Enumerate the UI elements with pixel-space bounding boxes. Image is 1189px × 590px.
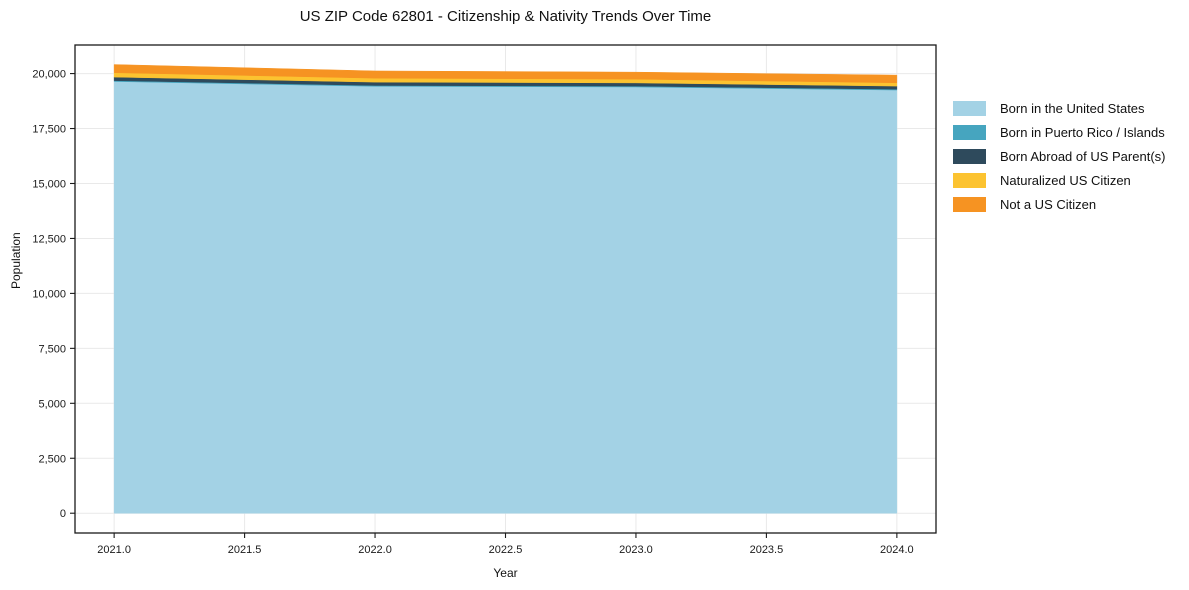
y-tick-label: 5,000	[38, 398, 66, 410]
area-series-4	[113, 64, 898, 84]
chart-title: US ZIP Code 62801 - Citizenship & Nativi…	[299, 8, 712, 25]
legend-label: Naturalized US Citizen	[1000, 173, 1131, 188]
legend-swatch-born-abroad	[953, 149, 986, 164]
legend-swatch-not-citizen	[953, 197, 986, 212]
legend-label: Born Abroad of US Parent(s)	[1000, 149, 1166, 164]
legend-swatch-born-puerto-rico	[953, 125, 986, 140]
legend-item-born-in-us: Born in the United States	[953, 101, 1165, 116]
y-tick-label: 15,000	[32, 178, 66, 190]
y-tick-label: 20,000	[32, 69, 66, 81]
x-tick-label: 2022.0	[358, 544, 392, 556]
x-tick-label: 2021.5	[228, 544, 262, 556]
y-tick-label: 2,500	[38, 453, 66, 465]
x-tick-label: 2024.0	[880, 544, 914, 556]
x-tick-label: 2023.0	[619, 544, 653, 556]
x-axis-label: Year	[493, 566, 518, 580]
legend-label: Born in the United States	[1000, 101, 1145, 116]
x-tick-label: 2021.0	[97, 544, 131, 556]
y-tick-label: 0	[60, 508, 66, 520]
legend-label: Not a US Citizen	[1000, 197, 1097, 212]
y-tick-label: 17,500	[32, 124, 66, 136]
legend-item-naturalized: Naturalized US Citizen	[953, 173, 1165, 188]
chart-legend: Born in the United States Born in Puerto…	[953, 101, 1165, 212]
x-tick-label: 2022.5	[489, 544, 523, 556]
legend-item-born-abroad: Born Abroad of US Parent(s)	[953, 149, 1165, 164]
legend-swatch-born-in-us	[953, 101, 986, 116]
legend-item-not-citizen: Not a US Citizen	[953, 197, 1165, 212]
legend-item-born-puerto-rico: Born in Puerto Rico / Islands	[953, 125, 1165, 140]
legend-swatch-naturalized	[953, 173, 986, 188]
y-tick-label: 10,000	[32, 288, 66, 300]
legend-label: Born in Puerto Rico / Islands	[1000, 125, 1165, 140]
x-tick-label: 2023.5	[750, 544, 784, 556]
area-series-0	[113, 81, 898, 514]
y-tick-label: 12,500	[32, 233, 66, 245]
y-tick-label: 7,500	[38, 343, 66, 355]
